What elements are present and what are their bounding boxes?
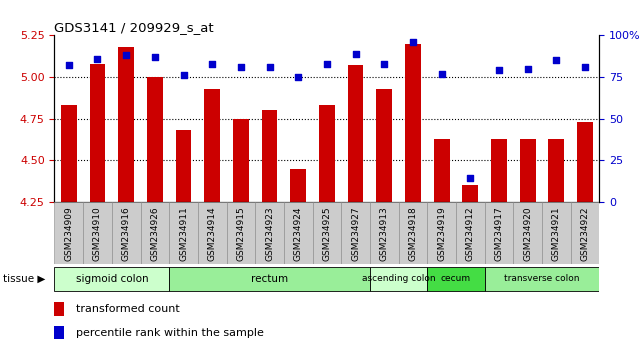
Text: GSM234917: GSM234917	[494, 207, 503, 262]
Bar	[54, 202, 83, 264]
Text: percentile rank within the sample: percentile rank within the sample	[76, 327, 264, 338]
Point	[265, 64, 275, 70]
Bar	[319, 105, 335, 202]
Bar	[54, 302, 64, 316]
Text: GSM234923: GSM234923	[265, 207, 274, 261]
Bar	[542, 202, 570, 264]
Text: GSM234922: GSM234922	[581, 207, 590, 261]
Bar	[284, 202, 313, 264]
Bar	[255, 202, 284, 264]
Text: GSM234912: GSM234912	[466, 207, 475, 261]
Point	[92, 56, 103, 62]
Bar	[147, 77, 163, 202]
Point	[322, 61, 332, 67]
Bar	[405, 44, 421, 202]
Point	[121, 52, 131, 58]
Text: tissue ▶: tissue ▶	[3, 274, 46, 284]
Bar	[549, 138, 564, 202]
Bar	[577, 122, 593, 202]
Text: GSM234921: GSM234921	[552, 207, 561, 261]
Bar	[376, 88, 392, 202]
Point	[178, 73, 188, 78]
Point	[551, 58, 562, 63]
Text: GSM234926: GSM234926	[151, 207, 160, 261]
Bar	[428, 202, 456, 264]
Point	[522, 66, 533, 72]
Bar	[169, 267, 370, 291]
Point	[236, 64, 246, 70]
Point	[293, 74, 303, 80]
Bar	[485, 267, 599, 291]
Bar	[570, 202, 599, 264]
Bar	[434, 138, 449, 202]
Point	[207, 61, 217, 67]
Bar	[262, 110, 278, 202]
Bar	[341, 202, 370, 264]
Bar	[370, 202, 399, 264]
Point	[465, 176, 476, 181]
Text: GSM234927: GSM234927	[351, 207, 360, 261]
Bar	[485, 202, 513, 264]
Text: GSM234911: GSM234911	[179, 207, 188, 262]
Bar	[54, 326, 64, 339]
Text: GSM234918: GSM234918	[408, 207, 417, 262]
Text: cecum: cecum	[441, 274, 471, 283]
Text: GSM234925: GSM234925	[322, 207, 331, 261]
Text: sigmoid colon: sigmoid colon	[76, 274, 148, 284]
Point	[494, 68, 504, 73]
Text: GSM234919: GSM234919	[437, 207, 446, 262]
Bar	[313, 202, 341, 264]
Bar	[233, 119, 249, 202]
Text: GSM234915: GSM234915	[237, 207, 246, 262]
Point	[351, 51, 361, 57]
Bar	[399, 202, 428, 264]
Bar	[54, 267, 169, 291]
Bar	[462, 185, 478, 202]
Bar	[428, 267, 485, 291]
Bar	[140, 202, 169, 264]
Bar	[491, 138, 507, 202]
Text: GSM234920: GSM234920	[523, 207, 532, 261]
Text: GSM234913: GSM234913	[379, 207, 388, 262]
Bar	[119, 47, 134, 202]
Bar	[226, 202, 255, 264]
Bar	[370, 267, 428, 291]
Point	[150, 54, 160, 60]
Bar	[513, 202, 542, 264]
Bar	[456, 202, 485, 264]
Point	[63, 63, 74, 68]
Text: GSM234910: GSM234910	[93, 207, 102, 262]
Point	[408, 39, 418, 45]
Bar	[176, 130, 192, 202]
Bar	[347, 65, 363, 202]
Bar	[520, 138, 535, 202]
Text: transformed count: transformed count	[76, 304, 180, 314]
Text: GSM234924: GSM234924	[294, 207, 303, 261]
Point	[437, 71, 447, 76]
Bar	[204, 88, 220, 202]
Text: rectum: rectum	[251, 274, 288, 284]
Bar	[169, 202, 198, 264]
Bar	[198, 202, 226, 264]
Point	[379, 61, 389, 67]
Bar	[90, 64, 105, 202]
Bar	[290, 169, 306, 202]
Bar	[83, 202, 112, 264]
Bar	[61, 105, 77, 202]
Text: GSM234909: GSM234909	[64, 207, 73, 262]
Text: GDS3141 / 209929_s_at: GDS3141 / 209929_s_at	[54, 21, 214, 34]
Text: GSM234916: GSM234916	[122, 207, 131, 262]
Text: transverse colon: transverse colon	[504, 274, 579, 283]
Bar	[112, 202, 140, 264]
Text: ascending colon: ascending colon	[362, 274, 435, 283]
Point	[580, 64, 590, 70]
Text: GSM234914: GSM234914	[208, 207, 217, 261]
